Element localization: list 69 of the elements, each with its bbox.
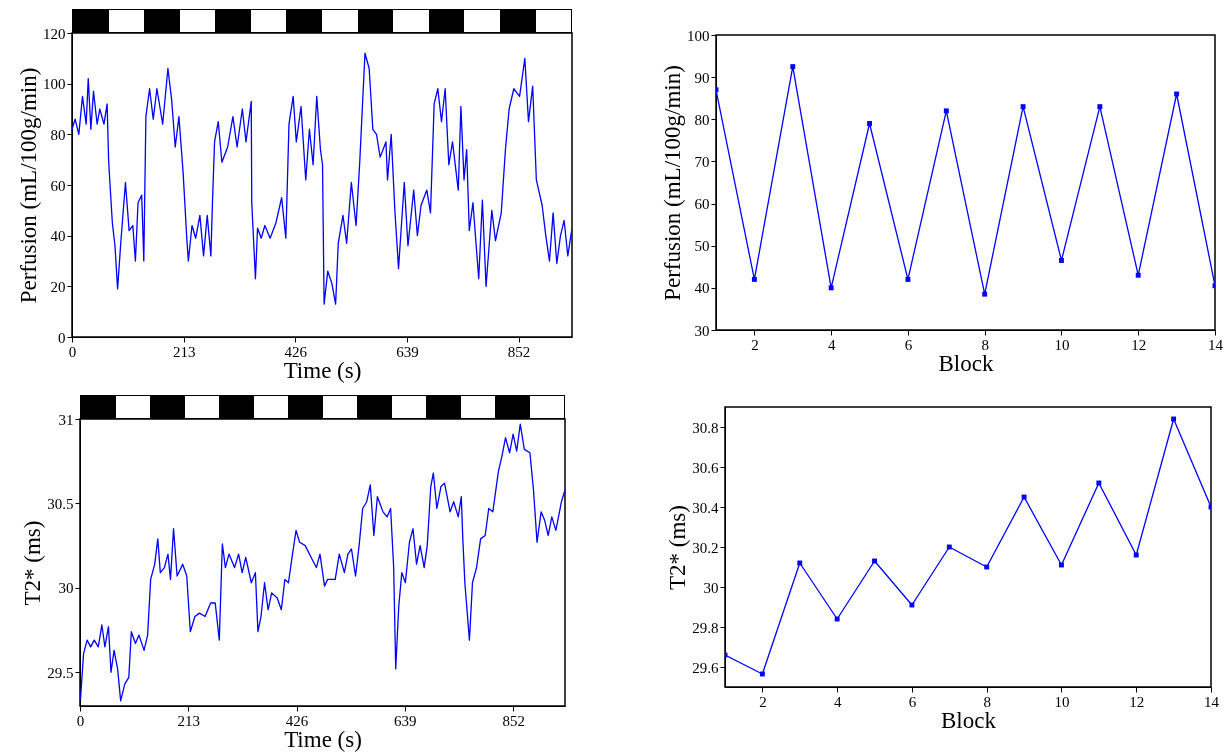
x-axis-title: Block: [938, 350, 994, 376]
y-tick-label: 80: [694, 111, 710, 128]
point: [905, 276, 911, 282]
x-tick-label: 0: [76, 712, 85, 729]
y-tick-label: 70: [694, 153, 710, 170]
y-tick-label: 30.2: [692, 539, 719, 556]
x-tick-label: 6: [904, 336, 913, 353]
y-tick-label: 20: [50, 278, 66, 295]
x-tick-label: 2: [759, 693, 767, 710]
line-series: [72, 52, 572, 305]
x-tick-label: 426: [285, 712, 309, 729]
x-tick-label: 426: [284, 343, 308, 360]
x-tick-label: 8: [983, 693, 991, 710]
y-tick-label: 30: [694, 322, 710, 339]
x-tick-label: 10: [1054, 693, 1070, 710]
y-axis-title: T2* (ms): [20, 520, 46, 606]
y-tick-label: 90: [694, 69, 710, 86]
y-tick-label: 30.8: [692, 419, 719, 436]
point: [790, 64, 796, 70]
y-axis-title: T2* (ms): [665, 505, 691, 590]
y-tick-label: 100: [687, 27, 710, 44]
y-tick-label: 29.8: [692, 619, 719, 636]
y-tick-label: 60: [50, 177, 66, 194]
y-tick-label: 30.4: [692, 499, 719, 516]
point: [943, 108, 949, 114]
point: [1135, 272, 1141, 278]
y-tick-label: 100: [43, 76, 66, 93]
y-axis-title: Perfusion (mL/100g/min): [16, 67, 41, 304]
y-tick-label: 40: [694, 280, 710, 297]
point: [751, 276, 757, 282]
y-tick-label: 50: [694, 238, 710, 255]
x-axis-title: Time (s): [283, 357, 362, 383]
x-tick-label: 639: [394, 712, 417, 729]
y-tick-label: 60: [694, 196, 710, 213]
y-axis-title: Perfusion (mL/100g/min): [660, 65, 685, 301]
point: [828, 285, 834, 291]
y-tick-label: 31: [58, 411, 74, 428]
y-tick-label: 30: [703, 579, 719, 596]
y-tick-label: 29.6: [692, 659, 719, 676]
x-tick-label: 10: [1054, 336, 1070, 353]
y-tick-label: 120: [43, 25, 66, 42]
y-tick-label: 29.5: [47, 664, 74, 681]
x-tick-label: 6: [908, 693, 917, 710]
point: [867, 121, 872, 126]
x-tick-label: 2: [751, 336, 759, 353]
point: [1097, 104, 1103, 110]
y-tick-label: 30.5: [47, 495, 74, 512]
x-tick-label: 4: [827, 336, 836, 353]
point: [1020, 104, 1026, 110]
point: [982, 291, 988, 297]
y-tick-label: 40: [50, 228, 66, 245]
line-series: [80, 423, 565, 702]
x-tick-label: 213: [172, 343, 196, 360]
y-tick-label: 30.6: [692, 459, 719, 476]
x-tick-label: 639: [396, 343, 419, 360]
x-tick-label: 14: [1208, 336, 1224, 353]
x-tick-label: 213: [177, 712, 201, 729]
x-tick-label: 852: [502, 712, 525, 729]
y-tick-label: 30: [58, 580, 74, 597]
point: [1059, 258, 1064, 263]
x-tick-label: 8: [981, 336, 989, 353]
x-tick-label: 14: [1204, 693, 1220, 710]
x-tick-label: 4: [833, 693, 842, 710]
x-tick-label: 12: [1131, 336, 1147, 353]
x-tick-label: 852: [507, 343, 531, 360]
y-tick-label: 80: [50, 126, 66, 143]
x-axis-title: Block: [941, 707, 997, 733]
x-axis-title: Time (s): [284, 726, 362, 752]
x-tick-label: 12: [1129, 693, 1145, 710]
